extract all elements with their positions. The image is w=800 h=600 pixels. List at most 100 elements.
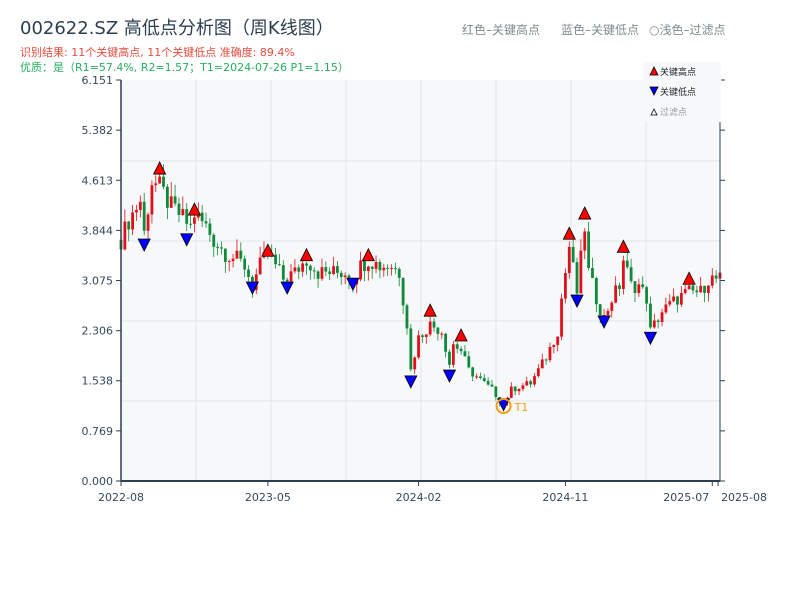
- candle-body: [417, 335, 420, 358]
- candle-body: [227, 261, 231, 263]
- candle-body: [293, 267, 297, 272]
- key-low-marker: [280, 281, 294, 295]
- candle-body: [378, 261, 382, 271]
- candle-body: [413, 357, 417, 370]
- key-low-marker: [137, 238, 151, 252]
- candle-body: [448, 351, 451, 365]
- key-high-marker: [423, 303, 437, 317]
- candle-body: [185, 209, 189, 224]
- key-low-marker: [346, 277, 360, 292]
- result-summary: 识别结果: 11个关键高点, 11个关键低点 准确度: 89.4%: [20, 46, 295, 59]
- candle-body: [579, 250, 583, 294]
- key-low-marker: [404, 375, 418, 389]
- candle-body: [536, 368, 540, 377]
- candle-body: [660, 312, 664, 322]
- candle-body: [316, 271, 320, 279]
- candle-body: [440, 333, 444, 335]
- candle-body: [363, 260, 366, 272]
- candle-body: [204, 221, 208, 224]
- candle-body: [216, 246, 220, 248]
- candle-body: [676, 296, 679, 305]
- candle-body: [710, 275, 714, 286]
- candle-body: [189, 223, 192, 225]
- candle-body: [405, 305, 409, 329]
- candle-body: [525, 381, 529, 386]
- candle-body: [177, 203, 181, 215]
- candle-body: [548, 346, 552, 361]
- candle-body: [602, 315, 606, 317]
- y-tick-label: 2.306: [82, 325, 114, 338]
- candle-body: [494, 386, 498, 398]
- candle-body: [455, 344, 459, 349]
- candle-body: [274, 254, 277, 265]
- y-tick-label: 0.000: [82, 475, 114, 488]
- markers: T1: [137, 161, 696, 415]
- key-high-marker: [578, 206, 592, 220]
- ticks: 0.000 0.769 1.538 2.306 3.075 3.844 4.613 5.382…: [82, 74, 768, 504]
- candle-body: [683, 289, 687, 293]
- candle-body: [428, 321, 432, 335]
- candle-body: [606, 310, 610, 316]
- candle-body: [656, 320, 660, 322]
- legend-light-note: ○浅色–过滤点: [649, 23, 726, 37]
- candle-body: [432, 321, 436, 328]
- candle-body: [401, 277, 405, 306]
- candle-body: [397, 268, 401, 278]
- legend-low: 关键低点: [660, 86, 696, 98]
- t1-circle: [495, 398, 512, 415]
- candle-body: [517, 389, 521, 392]
- key-low-marker: [180, 233, 194, 247]
- candle-body: [142, 201, 146, 231]
- candle-body: [490, 384, 494, 387]
- candle-body: [324, 267, 328, 272]
- candle-body: [135, 209, 138, 213]
- candle-body: [703, 285, 706, 293]
- candle-body: [127, 221, 131, 230]
- candle-body: [343, 275, 347, 277]
- candle-body: [193, 217, 196, 224]
- candle-body: [339, 272, 343, 277]
- candle-body: [281, 265, 285, 280]
- low-triangle-icon: [649, 86, 659, 96]
- x-tick-label: 2025-08: [721, 491, 767, 504]
- candle-body: [289, 271, 293, 282]
- candle-body: [587, 231, 591, 268]
- candle-body: [382, 267, 386, 271]
- y-tick-label: 1.538: [82, 375, 114, 388]
- candle-body: [509, 386, 513, 398]
- candle-body: [614, 285, 618, 303]
- candle-body: [533, 376, 536, 385]
- candle-body: [409, 328, 413, 370]
- candle-body: [278, 264, 281, 266]
- key-high-marker: [299, 247, 314, 262]
- key-low-marker: [245, 281, 260, 295]
- candle-body: [637, 284, 641, 293]
- candle-body: [332, 266, 335, 274]
- candle-body: [652, 320, 656, 328]
- candle-body: [158, 176, 162, 184]
- x-tick-label: 2024-11: [542, 491, 588, 504]
- x-tick-label: 2023-05: [245, 491, 291, 504]
- candle-body: [390, 268, 393, 270]
- candle-body: [247, 269, 250, 277]
- candle-body: [521, 385, 525, 389]
- chart-title: 002622.SZ 高低点分析图（周K线图）: [20, 18, 334, 39]
- legend-filtered: 过滤点: [660, 106, 687, 118]
- candle-body: [258, 257, 262, 275]
- y-tick-label: 0.769: [82, 425, 114, 438]
- candle-body: [641, 284, 645, 288]
- candle-body: [154, 183, 158, 186]
- candle-body: [707, 285, 710, 293]
- candle-body: [212, 234, 216, 247]
- quality-summary: 优质：是（R1=57.4%, R2=1.57；T1=2024-07-26 P1=…: [20, 61, 349, 74]
- candle-body: [691, 285, 695, 291]
- candle-body: [479, 376, 482, 379]
- x-tick-label: 2022-08: [98, 491, 144, 504]
- candle-body: [235, 250, 239, 259]
- candle-body: [208, 223, 212, 235]
- marker-legend: 关键高点 关键低点 过滤点: [643, 62, 721, 122]
- candle-body: [393, 268, 397, 270]
- candle-body: [424, 334, 428, 337]
- candle-body: [629, 267, 633, 282]
- candle-body: [560, 298, 563, 337]
